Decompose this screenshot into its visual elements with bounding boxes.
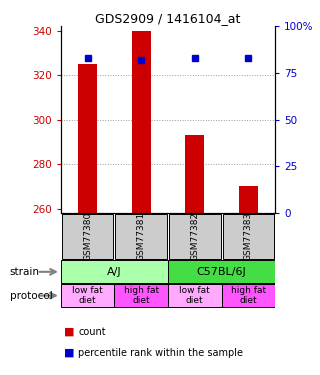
Text: protocol: protocol (10, 291, 52, 301)
Text: ■: ■ (64, 327, 75, 337)
FancyBboxPatch shape (61, 284, 114, 307)
Bar (132, 31, 151, 213)
Bar (78, 64, 97, 213)
Text: GSM77382: GSM77382 (190, 212, 199, 261)
FancyBboxPatch shape (221, 284, 275, 307)
FancyBboxPatch shape (168, 260, 275, 284)
FancyBboxPatch shape (169, 214, 220, 260)
Text: count: count (78, 327, 106, 337)
Bar (185, 135, 204, 213)
FancyBboxPatch shape (168, 284, 221, 307)
Text: GSM77381: GSM77381 (137, 212, 146, 261)
FancyBboxPatch shape (223, 214, 274, 260)
Text: A/J: A/J (107, 267, 122, 277)
Text: low fat
diet: low fat diet (72, 286, 103, 305)
Bar (239, 186, 258, 213)
Text: C57BL/6J: C57BL/6J (197, 267, 246, 277)
Text: strain: strain (10, 267, 40, 277)
Text: percentile rank within the sample: percentile rank within the sample (78, 348, 244, 357)
Text: GSM77380: GSM77380 (83, 212, 92, 261)
Text: low fat
diet: low fat diet (180, 286, 210, 305)
Text: high fat
diet: high fat diet (124, 286, 159, 305)
Text: high fat
diet: high fat diet (231, 286, 266, 305)
Text: ■: ■ (64, 348, 75, 357)
FancyBboxPatch shape (61, 260, 168, 284)
FancyBboxPatch shape (62, 214, 113, 260)
FancyBboxPatch shape (116, 214, 167, 260)
FancyBboxPatch shape (114, 284, 168, 307)
Text: GSM77383: GSM77383 (244, 212, 253, 261)
Title: GDS2909 / 1416104_at: GDS2909 / 1416104_at (95, 12, 241, 25)
